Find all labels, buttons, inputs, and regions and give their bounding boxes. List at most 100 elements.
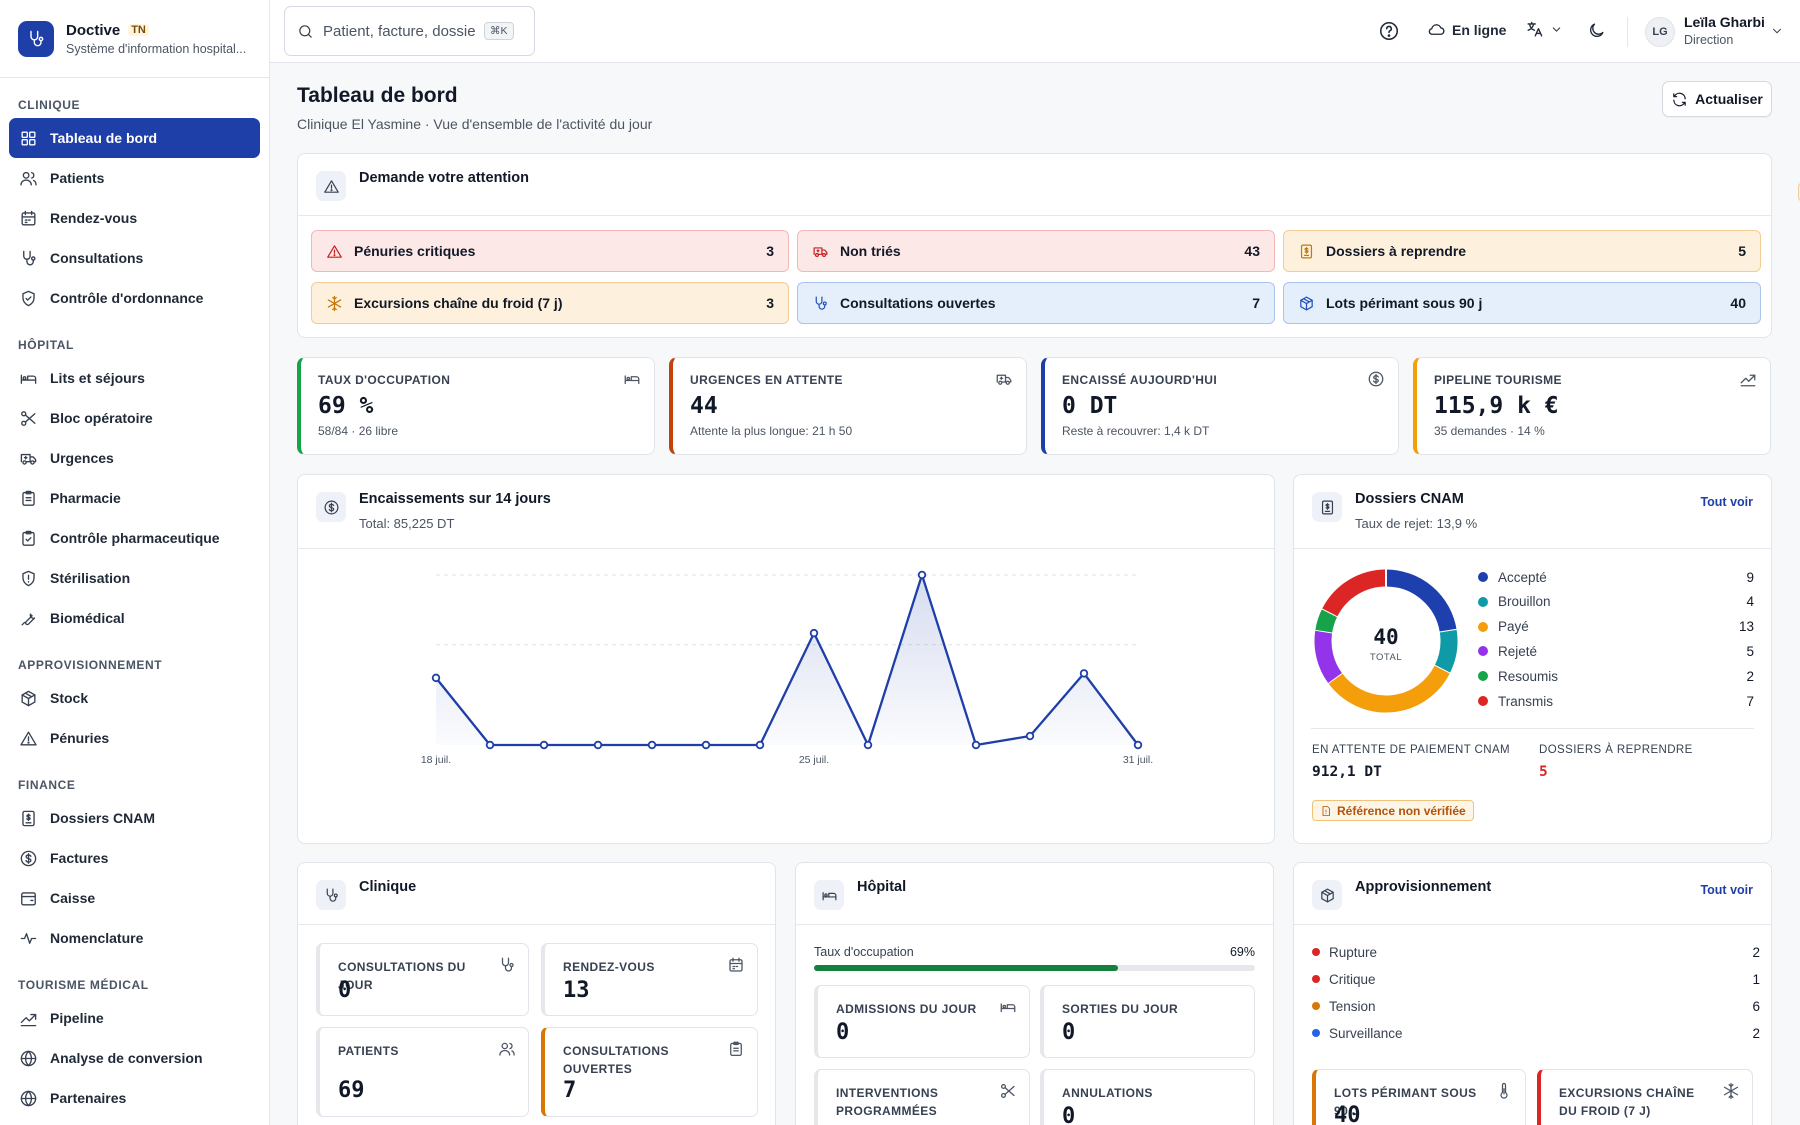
kpi-card[interactable]: ENCAISSÉ AUJOURD'HUI 0 DT Reste à recouvre… — [1041, 357, 1399, 455]
sidebar-item-lits-et-s-jours[interactable]: Lits et séjours — [9, 358, 260, 398]
cnam-legend-item[interactable]: Resoumis 2 — [1478, 666, 1754, 686]
donut-slice[interactable] — [1322, 569, 1387, 617]
revenue-point[interactable] — [701, 740, 711, 750]
user-menu-chevron-icon[interactable] — [1770, 24, 1784, 38]
sidebar-item-consultations[interactable]: Consultations — [9, 238, 260, 278]
sidebar-item-tableau-de-bord[interactable]: Tableau de bord — [9, 118, 260, 158]
hopital-stat-card[interactable]: INTERVENTIONS PROGRAMMÉES — [814, 1069, 1030, 1125]
revenue-point[interactable] — [755, 740, 765, 750]
stat-label: LOTS PÉRIMANT SOUS 90 J — [1334, 1086, 1477, 1118]
donut-slice[interactable] — [1385, 569, 1457, 633]
sidebar-item-dossiers-cnam[interactable]: Dossiers CNAM — [9, 798, 260, 838]
stat-value: 0 — [1062, 1104, 1076, 1125]
search-input[interactable] — [323, 22, 475, 40]
revenue-point[interactable] — [863, 740, 873, 750]
cnam-legend-item[interactable]: Brouillon 4 — [1478, 592, 1754, 612]
donut-slice[interactable] — [1434, 629, 1458, 674]
kpi-label: TAUX D'OCCUPATION — [318, 373, 451, 387]
sidebar-item-urgences[interactable]: Urgences — [9, 438, 260, 478]
status-online[interactable]: En ligne — [1427, 20, 1506, 39]
dollar-circle-icon — [316, 492, 346, 522]
kpi-card[interactable]: URGENCES EN ATTENTE 44 Attente la plus lon… — [669, 357, 1027, 455]
warning-icon — [316, 171, 346, 201]
attention-item[interactable]: Lots périmant sous 90 j 40 — [1283, 282, 1761, 324]
revenue-point[interactable] — [1025, 731, 1035, 741]
help-icon[interactable] — [1378, 20, 1400, 42]
clinique-stat-card[interactable]: PATIENTS 69 — [316, 1027, 529, 1117]
revenue-point[interactable] — [809, 628, 819, 638]
stock-status-row[interactable]: Critique 1 — [1312, 969, 1760, 989]
attention-item[interactable]: Pénuries critiques 3 — [311, 230, 789, 272]
avatar[interactable]: LG — [1645, 17, 1675, 47]
revenue-point[interactable] — [647, 740, 657, 750]
language-button[interactable] — [1525, 20, 1563, 39]
stock-status-row[interactable]: Surveillance 2 — [1312, 1023, 1760, 1043]
refresh-button[interactable]: Actualiser — [1662, 81, 1772, 117]
revenue-point[interactable] — [539, 740, 549, 750]
sidebar-item-contr-le-d-ordonnance[interactable]: Contrôle d'ordonnance — [9, 278, 260, 318]
revenue-point[interactable] — [917, 570, 927, 580]
appro-stat-card[interactable]: LOTS PÉRIMANT SOUS 90 J 40 — [1312, 1069, 1526, 1125]
sidebar-item-p-nuries[interactable]: Pénuries — [9, 718, 260, 758]
warning-icon — [326, 243, 343, 260]
attention-item[interactable]: Dossiers à reprendre 5 — [1283, 230, 1761, 272]
attention-item[interactable]: Consultations ouvertes 7 — [797, 282, 1275, 324]
users-icon — [498, 1040, 516, 1058]
cnam-legend-item[interactable]: Accepté 9 — [1478, 567, 1754, 587]
sidebar-item-biom-dical[interactable]: Biomédical — [9, 598, 260, 638]
clinique-stat-card[interactable]: CONSULTATIONS OUVERTES 7 — [541, 1027, 758, 1117]
theme-toggle-moon-icon[interactable] — [1587, 21, 1606, 40]
attention-item-label: Pénuries critiques — [354, 243, 476, 259]
stock-status-row[interactable]: Tension 6 — [1312, 996, 1760, 1016]
stat-value: 0 — [836, 1020, 850, 1045]
sidebar-item-rendez-vous[interactable]: Rendez-vous — [9, 198, 260, 238]
sidebar-item-factures[interactable]: Factures — [9, 838, 260, 878]
kpi-card[interactable]: PIPELINE TOURISME 115,9 k € 35 demandes · … — [1413, 357, 1771, 455]
revenue-title: Encaissements sur 14 jours — [359, 491, 551, 507]
kpi-card[interactable]: TAUX D'OCCUPATION 69 % 58/84 · 26 libre — [297, 357, 655, 455]
sidebar-item-analyse-de-conversion[interactable]: Analyse de conversion — [9, 1038, 260, 1078]
sidebar-item-nomenclature[interactable]: Nomenclature — [9, 918, 260, 958]
sidebar-item-bloc-op-ratoire[interactable]: Bloc opératoire — [9, 398, 260, 438]
revenue-point[interactable] — [1079, 669, 1089, 678]
sidebar-item-pharmacie[interactable]: Pharmacie — [9, 478, 260, 518]
stat-value: 0 — [338, 978, 352, 1003]
donut-slice[interactable] — [1314, 629, 1343, 684]
search-box[interactable]: ⌘K — [284, 6, 535, 56]
sidebar-item-patients[interactable]: Patients — [9, 158, 260, 198]
revenue-point[interactable] — [431, 673, 441, 683]
attention-item-count: 3 — [766, 243, 774, 259]
attention-item[interactable]: Excursions chaîne du froid (7 j) 3 — [311, 282, 789, 324]
hopital-stat-card[interactable]: ADMISSIONS DU JOUR 0 — [814, 985, 1030, 1058]
sidebar-item-partenaires[interactable]: Partenaires — [9, 1078, 260, 1118]
revenue-point[interactable] — [593, 740, 603, 750]
revenue-point[interactable] — [1133, 740, 1143, 750]
donut-slice[interactable] — [1328, 665, 1450, 713]
cnam-legend-item[interactable]: Payé 13 — [1478, 617, 1754, 637]
cnam-legend-item[interactable]: Transmis 7 — [1478, 691, 1754, 711]
stethoscope-icon — [316, 880, 346, 910]
hopital-stat-card[interactable]: SORTIES DU JOUR 0 — [1040, 985, 1255, 1058]
cnam-see-all-link[interactable]: Tout voir — [1700, 495, 1753, 509]
revenue-point[interactable] — [485, 740, 495, 750]
sidebar-item-label: Tableau de bord — [50, 130, 158, 146]
stock-status-row[interactable]: Rupture 2 — [1312, 942, 1760, 962]
legend-dot — [1478, 572, 1488, 582]
user-name[interactable]: Leïla Gharbi — [1684, 14, 1765, 30]
revenue-point[interactable] — [971, 740, 981, 750]
wallet-icon — [19, 889, 38, 908]
attention-item[interactable]: Non triés 43 — [797, 230, 1275, 272]
clinique-stat-card[interactable]: RENDEZ-VOUS 13 — [541, 943, 758, 1016]
sidebar-item-contr-le-pharmaceutique[interactable]: Contrôle pharmaceutique — [9, 518, 260, 558]
sidebar-item-pipeline[interactable]: Pipeline — [9, 998, 260, 1038]
sidebar-item-st-rilisation[interactable]: Stérilisation — [9, 558, 260, 598]
cnam-legend-item[interactable]: Rejeté 5 — [1478, 641, 1754, 661]
appro-stat-card[interactable]: EXCURSIONS CHAÎNE DU FROID (7 J) — [1537, 1069, 1753, 1125]
stock-status-value: 1 — [1752, 971, 1760, 987]
appro-see-all-link[interactable]: Tout voir — [1700, 883, 1753, 897]
clinique-stat-card[interactable]: CONSULTATIONS DU JOUR 0 — [316, 943, 529, 1016]
sidebar-item-stock[interactable]: Stock — [9, 678, 260, 718]
hopital-stat-card[interactable]: ANNULATIONS 0 — [1040, 1069, 1255, 1125]
sidebar-item-caisse[interactable]: Caisse — [9, 878, 260, 918]
kpi-subtext: Attente la plus longue: 21 h 50 — [690, 424, 853, 438]
